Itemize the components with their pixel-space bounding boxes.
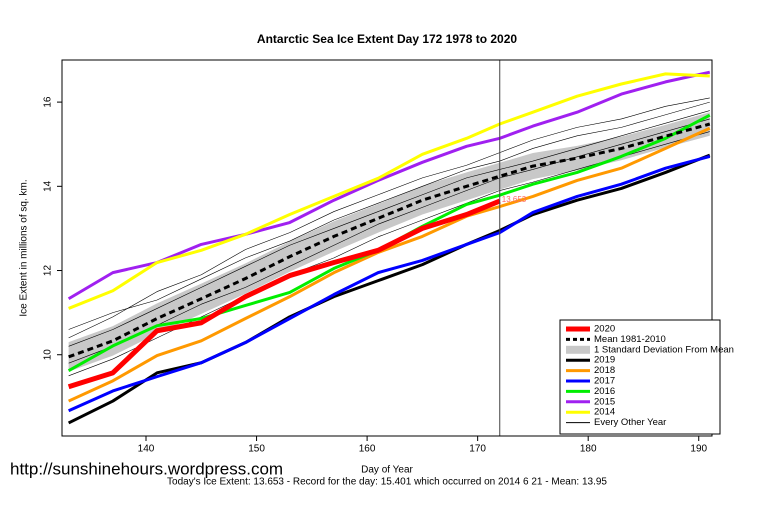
legend-label: 2018 (594, 365, 615, 376)
legend-label: Every Other Year (594, 417, 666, 428)
other-year-line (68, 110, 710, 347)
other-year-line (68, 118, 710, 364)
legend-label: 2014 (594, 407, 615, 418)
series-line (68, 154, 711, 413)
y-tick-label: 16 (43, 96, 54, 108)
legend-label: 2020 (594, 324, 615, 335)
x-tick-label: 140 (138, 444, 155, 455)
series-line (67, 70, 711, 301)
x-tick-label: 160 (359, 444, 376, 455)
footer: Today's Ice Extent: 13.653 - Record for … (167, 477, 607, 488)
chart-title: Antarctic Sea Ice Extent Day 172 1978 to… (257, 32, 517, 46)
plot-frame (61, 59, 713, 437)
other-year-line (68, 97, 710, 339)
x-tick-label: 190 (690, 444, 707, 455)
legend-label: 2015 (594, 396, 615, 407)
annotation: 13.653 (502, 195, 527, 204)
other-year-line (68, 101, 710, 330)
x-tick-label: 170 (469, 444, 486, 455)
y-axis-label: Ice Extent in millions of sq. km. (19, 179, 30, 316)
legend-label: Mean 1981-2010 (594, 334, 666, 345)
x-tick-label: 180 (580, 444, 597, 455)
series-line (68, 122, 711, 359)
legend-label: 2019 (594, 355, 615, 366)
legend-label: 1 Standard Deviation From Mean (594, 344, 734, 355)
sd-band (68, 112, 710, 372)
series-line (67, 153, 711, 425)
series-line (68, 126, 711, 403)
legend-swatch (566, 345, 590, 354)
x-tick-label: 150 (248, 444, 265, 455)
y-tick-label: 12 (43, 265, 54, 277)
watermark: http://sunshinehours.wordpress.com (10, 459, 283, 478)
y-tick-label: 14 (43, 180, 54, 192)
legend-box (559, 319, 721, 435)
legend-label: 2017 (594, 376, 615, 387)
y-tick-label: 10 (43, 349, 54, 361)
series-line (67, 198, 501, 390)
x-axis-label: Day of Year (361, 465, 413, 476)
series-line (68, 72, 710, 310)
legend-label: 2016 (594, 386, 615, 397)
